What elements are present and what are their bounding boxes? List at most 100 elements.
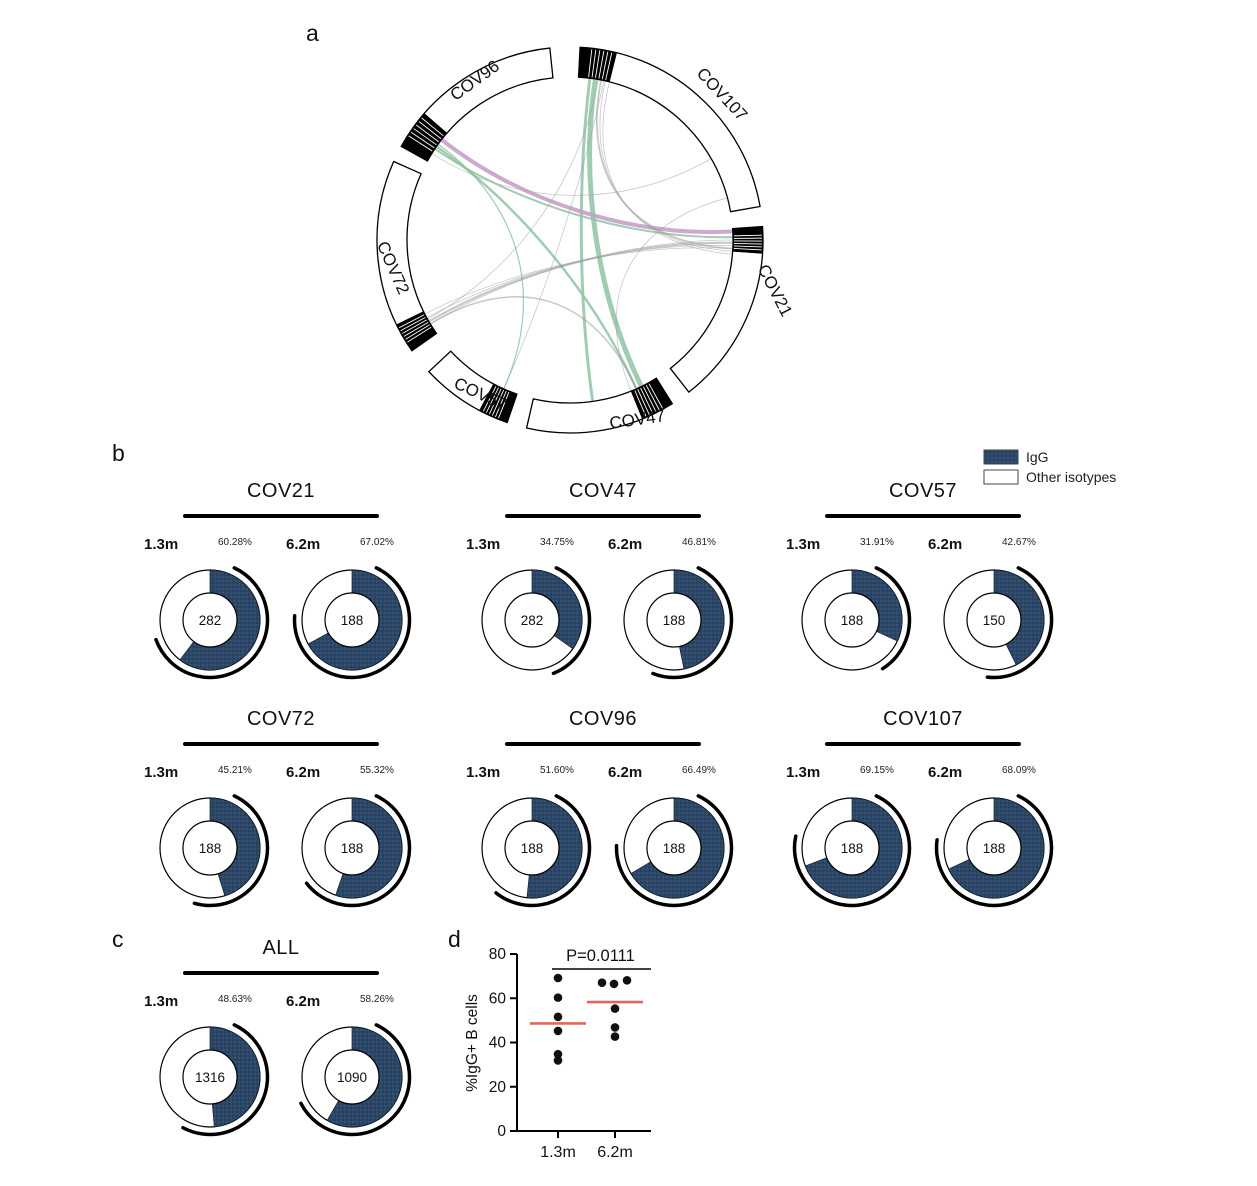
donut-header: 6.2m 46.81% bbox=[608, 536, 738, 554]
group-underline bbox=[183, 742, 379, 746]
donut-row: 1.3m 31.91% 188 6.2m 42.67% 150 bbox=[775, 536, 1071, 686]
donut-chart-cell: 1.3m 60.28% 282 bbox=[144, 536, 274, 686]
chord-gray bbox=[503, 81, 605, 389]
x-category-label: 1.3m bbox=[540, 1144, 576, 1161]
igg-percent-label: 46.81% bbox=[682, 537, 716, 548]
donut-chart: 188 bbox=[623, 566, 734, 680]
y-tick-label: 40 bbox=[489, 1035, 507, 1052]
igg-percent-label: 34.75% bbox=[540, 537, 574, 548]
donut-outer-arc bbox=[304, 794, 412, 908]
donut-chart-cell: 6.2m 46.81% 188 bbox=[608, 536, 738, 686]
donut-chart-cell: 1.3m 45.21% 188 bbox=[144, 764, 274, 914]
segment-cov47 bbox=[525, 377, 674, 434]
donut-outer-arc bbox=[192, 794, 270, 908]
donut-n-sequences: 188 bbox=[341, 841, 364, 856]
donut-n-sequences: 282 bbox=[521, 613, 544, 628]
donut-n-sequences: 188 bbox=[841, 841, 864, 856]
circos-label-cov96: COV96 bbox=[447, 56, 503, 104]
donut-header: 1.3m 51.60% bbox=[466, 764, 596, 782]
donut-header: 1.3m 69.15% bbox=[786, 764, 916, 782]
segment-cov21 bbox=[669, 225, 764, 393]
igg-percent-label: 31.91% bbox=[860, 537, 894, 548]
donut-chart: 188 bbox=[934, 794, 1054, 908]
p-value-label: P=0.0111 bbox=[566, 947, 635, 965]
igg-percent-label: 68.09% bbox=[1002, 765, 1036, 776]
donut-header: 1.3m 31.91% bbox=[786, 536, 916, 554]
donut-group-cov47: COV47 1.3m 34.75% 282 6.2m 46.81% 188 bbox=[455, 478, 751, 686]
chord-gray bbox=[427, 244, 732, 318]
donut-outer-arc bbox=[299, 1023, 412, 1137]
donut-header: 1.3m 48.63% bbox=[144, 993, 274, 1011]
donut-chart: 188 bbox=[801, 566, 912, 671]
data-point bbox=[610, 1032, 620, 1041]
y-axis-title: %IgG+ B cells bbox=[464, 994, 481, 1092]
donut-chart: 188 bbox=[614, 794, 734, 908]
donut-outer-arc bbox=[292, 566, 412, 680]
donut-group-cov21: COV21 1.3m 60.28% 282 6.2m 67.02% 188 bbox=[133, 478, 429, 686]
timepoint-label: 6.2m bbox=[928, 764, 963, 781]
donut-chart: 188 bbox=[792, 794, 912, 908]
donut-n-sequences: 188 bbox=[521, 841, 544, 856]
igg-swatch bbox=[983, 449, 1019, 465]
donut-n-sequences: 188 bbox=[663, 613, 686, 628]
donut-chart: 188 bbox=[159, 794, 270, 908]
data-point bbox=[597, 978, 607, 988]
group-title: ALL bbox=[262, 937, 300, 959]
donut-group-cov107: COV107 1.3m 69.15% 188 6.2m 68.09% 188 bbox=[775, 706, 1071, 914]
donut-header: 1.3m 34.75% bbox=[466, 536, 596, 554]
donut-group-all: ALL 1.3m 48.63% 1316 6.2m 58.26% 1090 bbox=[133, 935, 429, 1143]
timepoint-label: 6.2m bbox=[286, 536, 321, 553]
donut-header: 1.3m 45.21% bbox=[144, 764, 274, 782]
igg-percent-label: 45.21% bbox=[218, 765, 252, 776]
data-point bbox=[553, 1056, 563, 1065]
donut-n-sequences: 188 bbox=[983, 841, 1006, 856]
donut-chart-cell: 1.3m 31.91% 188 bbox=[786, 536, 916, 686]
data-point bbox=[553, 993, 563, 1002]
igg-percent-label: 48.63% bbox=[218, 994, 252, 1005]
donut-n-sequences: 282 bbox=[199, 613, 222, 628]
donut-chart-cell: 6.2m 66.49% 188 bbox=[608, 764, 738, 914]
data-point bbox=[553, 1026, 563, 1036]
group-underline bbox=[183, 514, 379, 518]
donut-chart-cell: 6.2m 42.67% 150 bbox=[928, 536, 1058, 686]
group-underline bbox=[505, 742, 701, 746]
igg-percent-label: 60.28% bbox=[218, 537, 252, 548]
segment-cov72 bbox=[376, 160, 438, 352]
timepoint-label: 6.2m bbox=[928, 536, 963, 553]
donut-chart: 1090 bbox=[299, 1023, 412, 1137]
chord-gray bbox=[428, 80, 599, 319]
other-isotypes-swatch bbox=[983, 469, 1019, 485]
donut-chart-cell: 1.3m 69.15% 188 bbox=[786, 764, 916, 914]
timepoint-label: 1.3m bbox=[144, 764, 179, 781]
donut-chart-cell: 6.2m 55.32% 188 bbox=[286, 764, 416, 914]
donut-outer-arc bbox=[651, 566, 734, 680]
donut-header: 6.2m 68.09% bbox=[928, 764, 1058, 782]
legend-label: Other isotypes bbox=[1026, 469, 1117, 485]
panel-b-letter: b bbox=[112, 440, 125, 466]
igg-percent-label: 67.02% bbox=[360, 537, 394, 548]
data-point bbox=[610, 1023, 620, 1032]
donut-header: 6.2m 58.26% bbox=[286, 993, 416, 1011]
group-title: COV96 bbox=[568, 708, 638, 730]
data-point bbox=[610, 1004, 620, 1013]
timepoint-label: 6.2m bbox=[608, 764, 643, 781]
clone-block-cov47 bbox=[630, 377, 673, 420]
circos-label-cov107: COV107 bbox=[693, 64, 751, 125]
data-point bbox=[553, 1049, 563, 1059]
group-underline bbox=[505, 514, 701, 518]
timepoint-label: 6.2m bbox=[286, 993, 321, 1010]
clone-block-cov72 bbox=[396, 311, 437, 352]
donut-outer-arc bbox=[874, 566, 912, 671]
donut-header: 6.2m 67.02% bbox=[286, 536, 416, 554]
donut-n-sequences: 188 bbox=[663, 841, 686, 856]
donut-n-sequences: 1090 bbox=[337, 1070, 367, 1085]
group-underline bbox=[825, 514, 1021, 518]
group-underline bbox=[825, 742, 1021, 746]
chord-gray bbox=[615, 197, 727, 391]
group-title: COV107 bbox=[883, 708, 963, 730]
timepoint-label: 1.3m bbox=[786, 764, 821, 781]
panel-a-letter: a bbox=[306, 20, 319, 46]
timepoint-label: 1.3m bbox=[466, 536, 501, 553]
donut-outer-arc bbox=[551, 566, 592, 676]
y-tick-label: 0 bbox=[497, 1123, 506, 1140]
